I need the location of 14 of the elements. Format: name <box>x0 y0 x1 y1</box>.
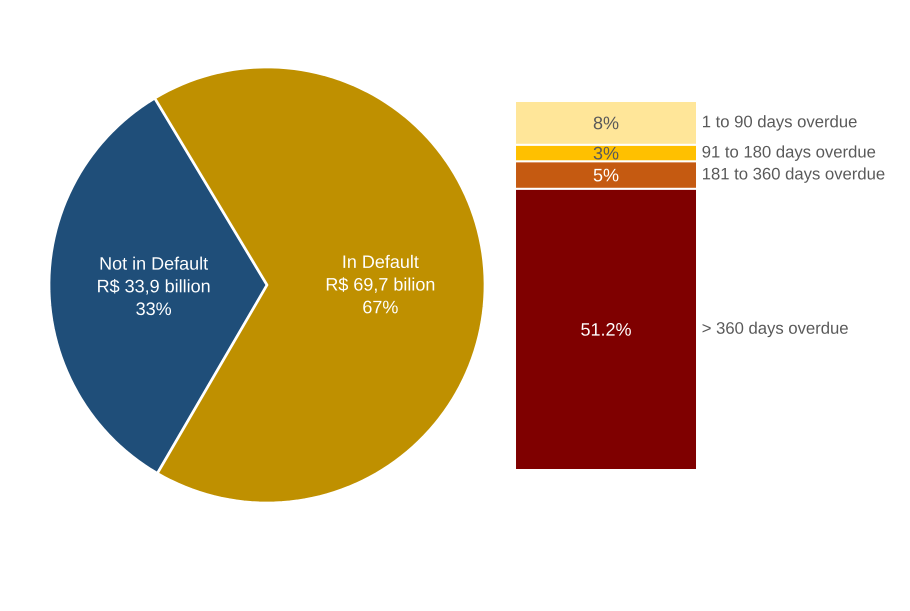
data-label: 33% <box>136 302 172 316</box>
slice-label: Not in Default <box>100 256 208 270</box>
data-label: 3% <box>594 146 618 160</box>
data-label: 5% <box>594 168 618 182</box>
data-label: 8% <box>594 116 618 130</box>
series-label: 181 to 360 days overdue <box>703 167 884 183</box>
slice-label: In Default <box>343 254 419 268</box>
data-label: 51.2% <box>581 323 631 336</box>
text: R$ 33,9 billion <box>98 278 210 295</box>
series-label: 91 to 180 days overdue <box>702 145 876 161</box>
series-label: > 360 days overdue <box>702 322 848 338</box>
data-label: 67% <box>363 300 398 314</box>
text: R$ 69,7 bilion <box>326 277 434 293</box>
series-label: 1 to 90 days overdue <box>703 115 857 131</box>
